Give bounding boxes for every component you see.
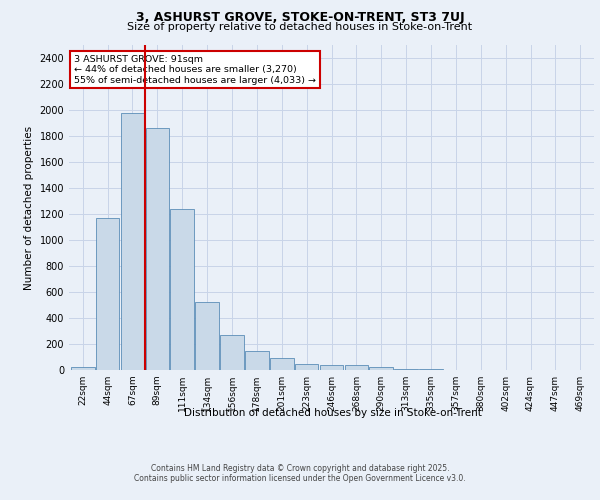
Bar <box>394 368 418 370</box>
Bar <box>320 365 343 370</box>
Bar <box>245 350 269 370</box>
Bar <box>295 364 319 370</box>
Text: 3 ASHURST GROVE: 91sqm
← 44% of detached houses are smaller (3,270)
55% of semi-: 3 ASHURST GROVE: 91sqm ← 44% of detached… <box>74 54 316 84</box>
Bar <box>121 112 144 370</box>
Bar <box>270 358 293 370</box>
Text: Contains public sector information licensed under the Open Government Licence v3: Contains public sector information licen… <box>134 474 466 483</box>
Text: Size of property relative to detached houses in Stoke-on-Trent: Size of property relative to detached ho… <box>127 22 473 32</box>
Bar <box>370 368 393 370</box>
Text: 3, ASHURST GROVE, STOKE-ON-TRENT, ST3 7UJ: 3, ASHURST GROVE, STOKE-ON-TRENT, ST3 7U… <box>136 11 464 24</box>
Text: Distribution of detached houses by size in Stoke-on-Trent: Distribution of detached houses by size … <box>184 408 482 418</box>
Bar <box>195 302 219 370</box>
Bar <box>220 335 244 370</box>
Bar <box>96 218 119 370</box>
Bar <box>170 209 194 370</box>
Bar <box>146 128 169 370</box>
Bar <box>71 367 95 370</box>
Y-axis label: Number of detached properties: Number of detached properties <box>24 126 34 290</box>
Text: Contains HM Land Registry data © Crown copyright and database right 2025.: Contains HM Land Registry data © Crown c… <box>151 464 449 473</box>
Bar <box>344 366 368 370</box>
